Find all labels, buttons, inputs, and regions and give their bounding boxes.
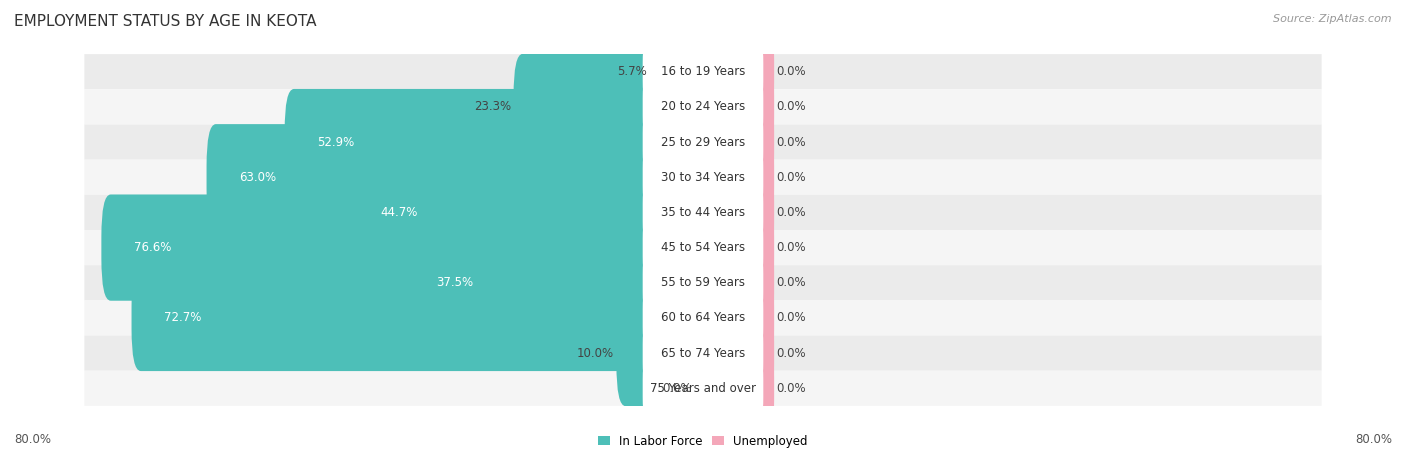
- FancyBboxPatch shape: [643, 246, 763, 320]
- Text: 80.0%: 80.0%: [14, 433, 51, 446]
- Legend: In Labor Force, Unemployed: In Labor Force, Unemployed: [593, 430, 813, 451]
- FancyBboxPatch shape: [643, 35, 763, 109]
- Text: 0.0%: 0.0%: [776, 65, 806, 78]
- FancyBboxPatch shape: [84, 265, 1322, 300]
- FancyBboxPatch shape: [643, 316, 763, 390]
- FancyBboxPatch shape: [284, 89, 713, 195]
- FancyBboxPatch shape: [693, 300, 775, 406]
- Text: 0.0%: 0.0%: [776, 101, 806, 113]
- FancyBboxPatch shape: [513, 54, 713, 160]
- FancyBboxPatch shape: [616, 300, 713, 406]
- Text: 37.5%: 37.5%: [436, 276, 474, 289]
- Text: 30 to 34 Years: 30 to 34 Years: [661, 171, 745, 184]
- FancyBboxPatch shape: [84, 54, 1322, 89]
- Text: 0.0%: 0.0%: [776, 276, 806, 289]
- Text: 0.0%: 0.0%: [776, 382, 806, 395]
- Text: 23.3%: 23.3%: [474, 101, 512, 113]
- Text: 72.7%: 72.7%: [165, 312, 201, 324]
- FancyBboxPatch shape: [84, 371, 1322, 406]
- FancyBboxPatch shape: [84, 89, 1322, 124]
- Text: 63.0%: 63.0%: [239, 171, 276, 184]
- FancyBboxPatch shape: [84, 336, 1322, 371]
- Text: 80.0%: 80.0%: [1355, 433, 1392, 446]
- Text: 20 to 24 Years: 20 to 24 Years: [661, 101, 745, 113]
- Text: 44.7%: 44.7%: [381, 206, 418, 219]
- FancyBboxPatch shape: [693, 18, 775, 125]
- FancyBboxPatch shape: [404, 230, 713, 336]
- FancyBboxPatch shape: [693, 194, 775, 301]
- FancyBboxPatch shape: [643, 175, 763, 249]
- Text: 0.0%: 0.0%: [776, 171, 806, 184]
- FancyBboxPatch shape: [349, 159, 713, 266]
- FancyBboxPatch shape: [693, 124, 775, 230]
- FancyBboxPatch shape: [643, 351, 763, 425]
- Text: 35 to 44 Years: 35 to 44 Years: [661, 206, 745, 219]
- FancyBboxPatch shape: [643, 70, 763, 144]
- FancyBboxPatch shape: [101, 194, 713, 301]
- FancyBboxPatch shape: [650, 18, 713, 125]
- Text: 10.0%: 10.0%: [576, 347, 614, 359]
- FancyBboxPatch shape: [643, 140, 763, 214]
- FancyBboxPatch shape: [132, 265, 713, 371]
- Text: 5.7%: 5.7%: [617, 65, 647, 78]
- Text: 76.6%: 76.6%: [134, 241, 172, 254]
- Text: 16 to 19 Years: 16 to 19 Years: [661, 65, 745, 78]
- FancyBboxPatch shape: [693, 159, 775, 266]
- FancyBboxPatch shape: [693, 335, 775, 442]
- FancyBboxPatch shape: [643, 105, 763, 179]
- FancyBboxPatch shape: [84, 124, 1322, 160]
- Text: 55 to 59 Years: 55 to 59 Years: [661, 276, 745, 289]
- Text: Source: ZipAtlas.com: Source: ZipAtlas.com: [1274, 14, 1392, 23]
- FancyBboxPatch shape: [84, 230, 1322, 265]
- FancyBboxPatch shape: [643, 281, 763, 355]
- Text: 60 to 64 Years: 60 to 64 Years: [661, 312, 745, 324]
- FancyBboxPatch shape: [643, 211, 763, 285]
- Text: 25 to 29 Years: 25 to 29 Years: [661, 136, 745, 148]
- Text: 0.0%: 0.0%: [776, 241, 806, 254]
- FancyBboxPatch shape: [84, 195, 1322, 230]
- Text: 0.0%: 0.0%: [662, 382, 692, 395]
- Text: 52.9%: 52.9%: [318, 136, 354, 148]
- Text: 45 to 54 Years: 45 to 54 Years: [661, 241, 745, 254]
- Text: EMPLOYMENT STATUS BY AGE IN KEOTA: EMPLOYMENT STATUS BY AGE IN KEOTA: [14, 14, 316, 28]
- FancyBboxPatch shape: [207, 124, 713, 230]
- FancyBboxPatch shape: [693, 230, 775, 336]
- Text: 75 Years and over: 75 Years and over: [650, 382, 756, 395]
- Text: 65 to 74 Years: 65 to 74 Years: [661, 347, 745, 359]
- FancyBboxPatch shape: [84, 160, 1322, 195]
- FancyBboxPatch shape: [693, 265, 775, 371]
- FancyBboxPatch shape: [84, 300, 1322, 336]
- Text: 0.0%: 0.0%: [776, 347, 806, 359]
- Text: 0.0%: 0.0%: [776, 136, 806, 148]
- FancyBboxPatch shape: [693, 89, 775, 195]
- FancyBboxPatch shape: [693, 54, 775, 160]
- Text: 0.0%: 0.0%: [776, 206, 806, 219]
- Text: 0.0%: 0.0%: [776, 312, 806, 324]
